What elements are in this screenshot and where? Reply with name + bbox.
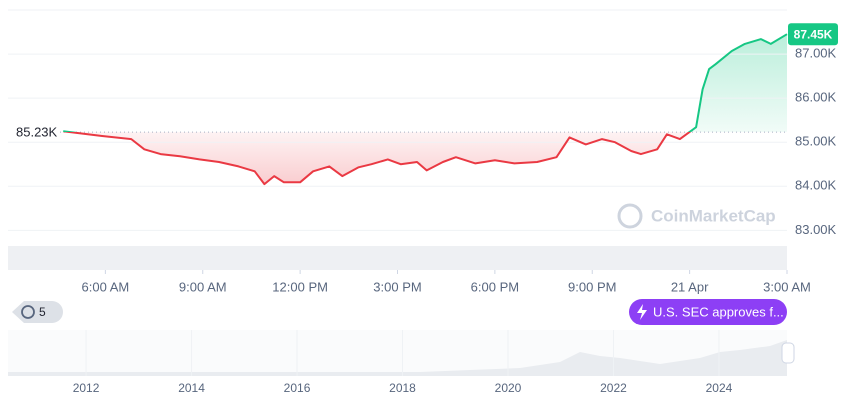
event-label: U.S. SEC approves f... (653, 304, 784, 319)
navigator-tick-label: 2024 (706, 381, 733, 395)
navigator-tick-label: 2018 (389, 381, 416, 395)
x-tick-label: 12:00 PM (272, 279, 328, 294)
y-tick-label: 86.00K (795, 90, 837, 105)
y-tick-label: 83.00K (795, 222, 837, 237)
x-tick-label: 9:00 PM (568, 279, 616, 294)
navigator-handle[interactable] (781, 342, 795, 364)
x-tick-label: 6:00 PM (471, 279, 519, 294)
navigator-tick-label: 2020 (495, 381, 522, 395)
navigator-tick-label: 2016 (284, 381, 311, 395)
navigator-tick-label: 2014 (178, 381, 205, 395)
price-line (63, 33, 788, 186)
watermark-text: CoinMarketCap (651, 206, 776, 225)
navigator-tick-label: 2012 (73, 381, 100, 395)
history-badge-bg (12, 301, 63, 323)
x-tick-label: 9:00 AM (179, 279, 227, 294)
x-tick-label: 3:00 AM (763, 279, 811, 294)
navigator-tick-label: 2022 (600, 381, 627, 395)
y-tick-label: 87.00K (795, 46, 837, 61)
event-icon (637, 304, 647, 320)
history-badge[interactable]: 5 (12, 301, 63, 323)
baseline-label: 85.23K (16, 125, 58, 140)
x-tick-label: 6:00 AM (82, 279, 130, 294)
volume-band (8, 246, 787, 270)
area-fill (63, 34, 788, 185)
watermark: CoinMarketCap (617, 203, 776, 229)
last-value-label: 87.45K (794, 27, 833, 41)
history-icon (21, 305, 35, 319)
last-value-tag (788, 23, 838, 46)
baseline-label-bg (8, 123, 60, 142)
x-tick-label: 21 Apr (671, 279, 709, 294)
event-badge-bg (629, 299, 787, 325)
y-tick-label: 85.00K (795, 134, 837, 149)
history-count: 5 (39, 305, 46, 319)
y-tick-label: 84.00K (795, 178, 837, 193)
event-badge[interactable]: U.S. SEC approves f... (629, 299, 787, 325)
x-tick-label: 3:00 PM (373, 279, 421, 294)
navigator-area (8, 340, 787, 376)
